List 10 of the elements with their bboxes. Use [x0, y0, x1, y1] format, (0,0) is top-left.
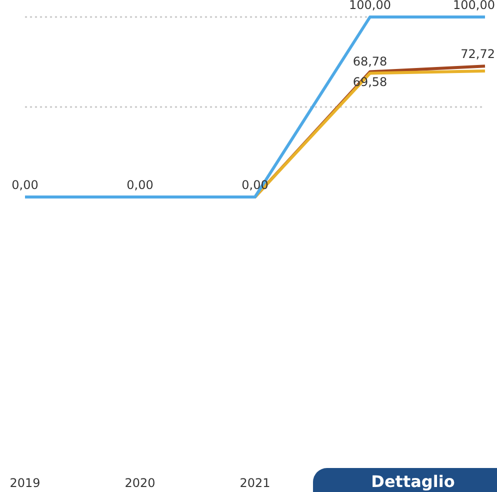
x-tick-label: 2019 — [10, 476, 40, 490]
x-tick-label: 2021 — [240, 476, 270, 490]
data-label: 0,00 — [12, 178, 38, 192]
data-label: 72,72 — [460, 47, 496, 62]
data-label: 100,00 — [453, 0, 496, 12]
details-button: Dettaglio — [313, 468, 497, 492]
x-tick-label: 2020 — [124, 476, 156, 490]
data-label: 68,78 — [352, 54, 388, 68]
data-label: 100,00 — [349, 0, 391, 12]
data-label: 0,00 — [126, 178, 154, 192]
